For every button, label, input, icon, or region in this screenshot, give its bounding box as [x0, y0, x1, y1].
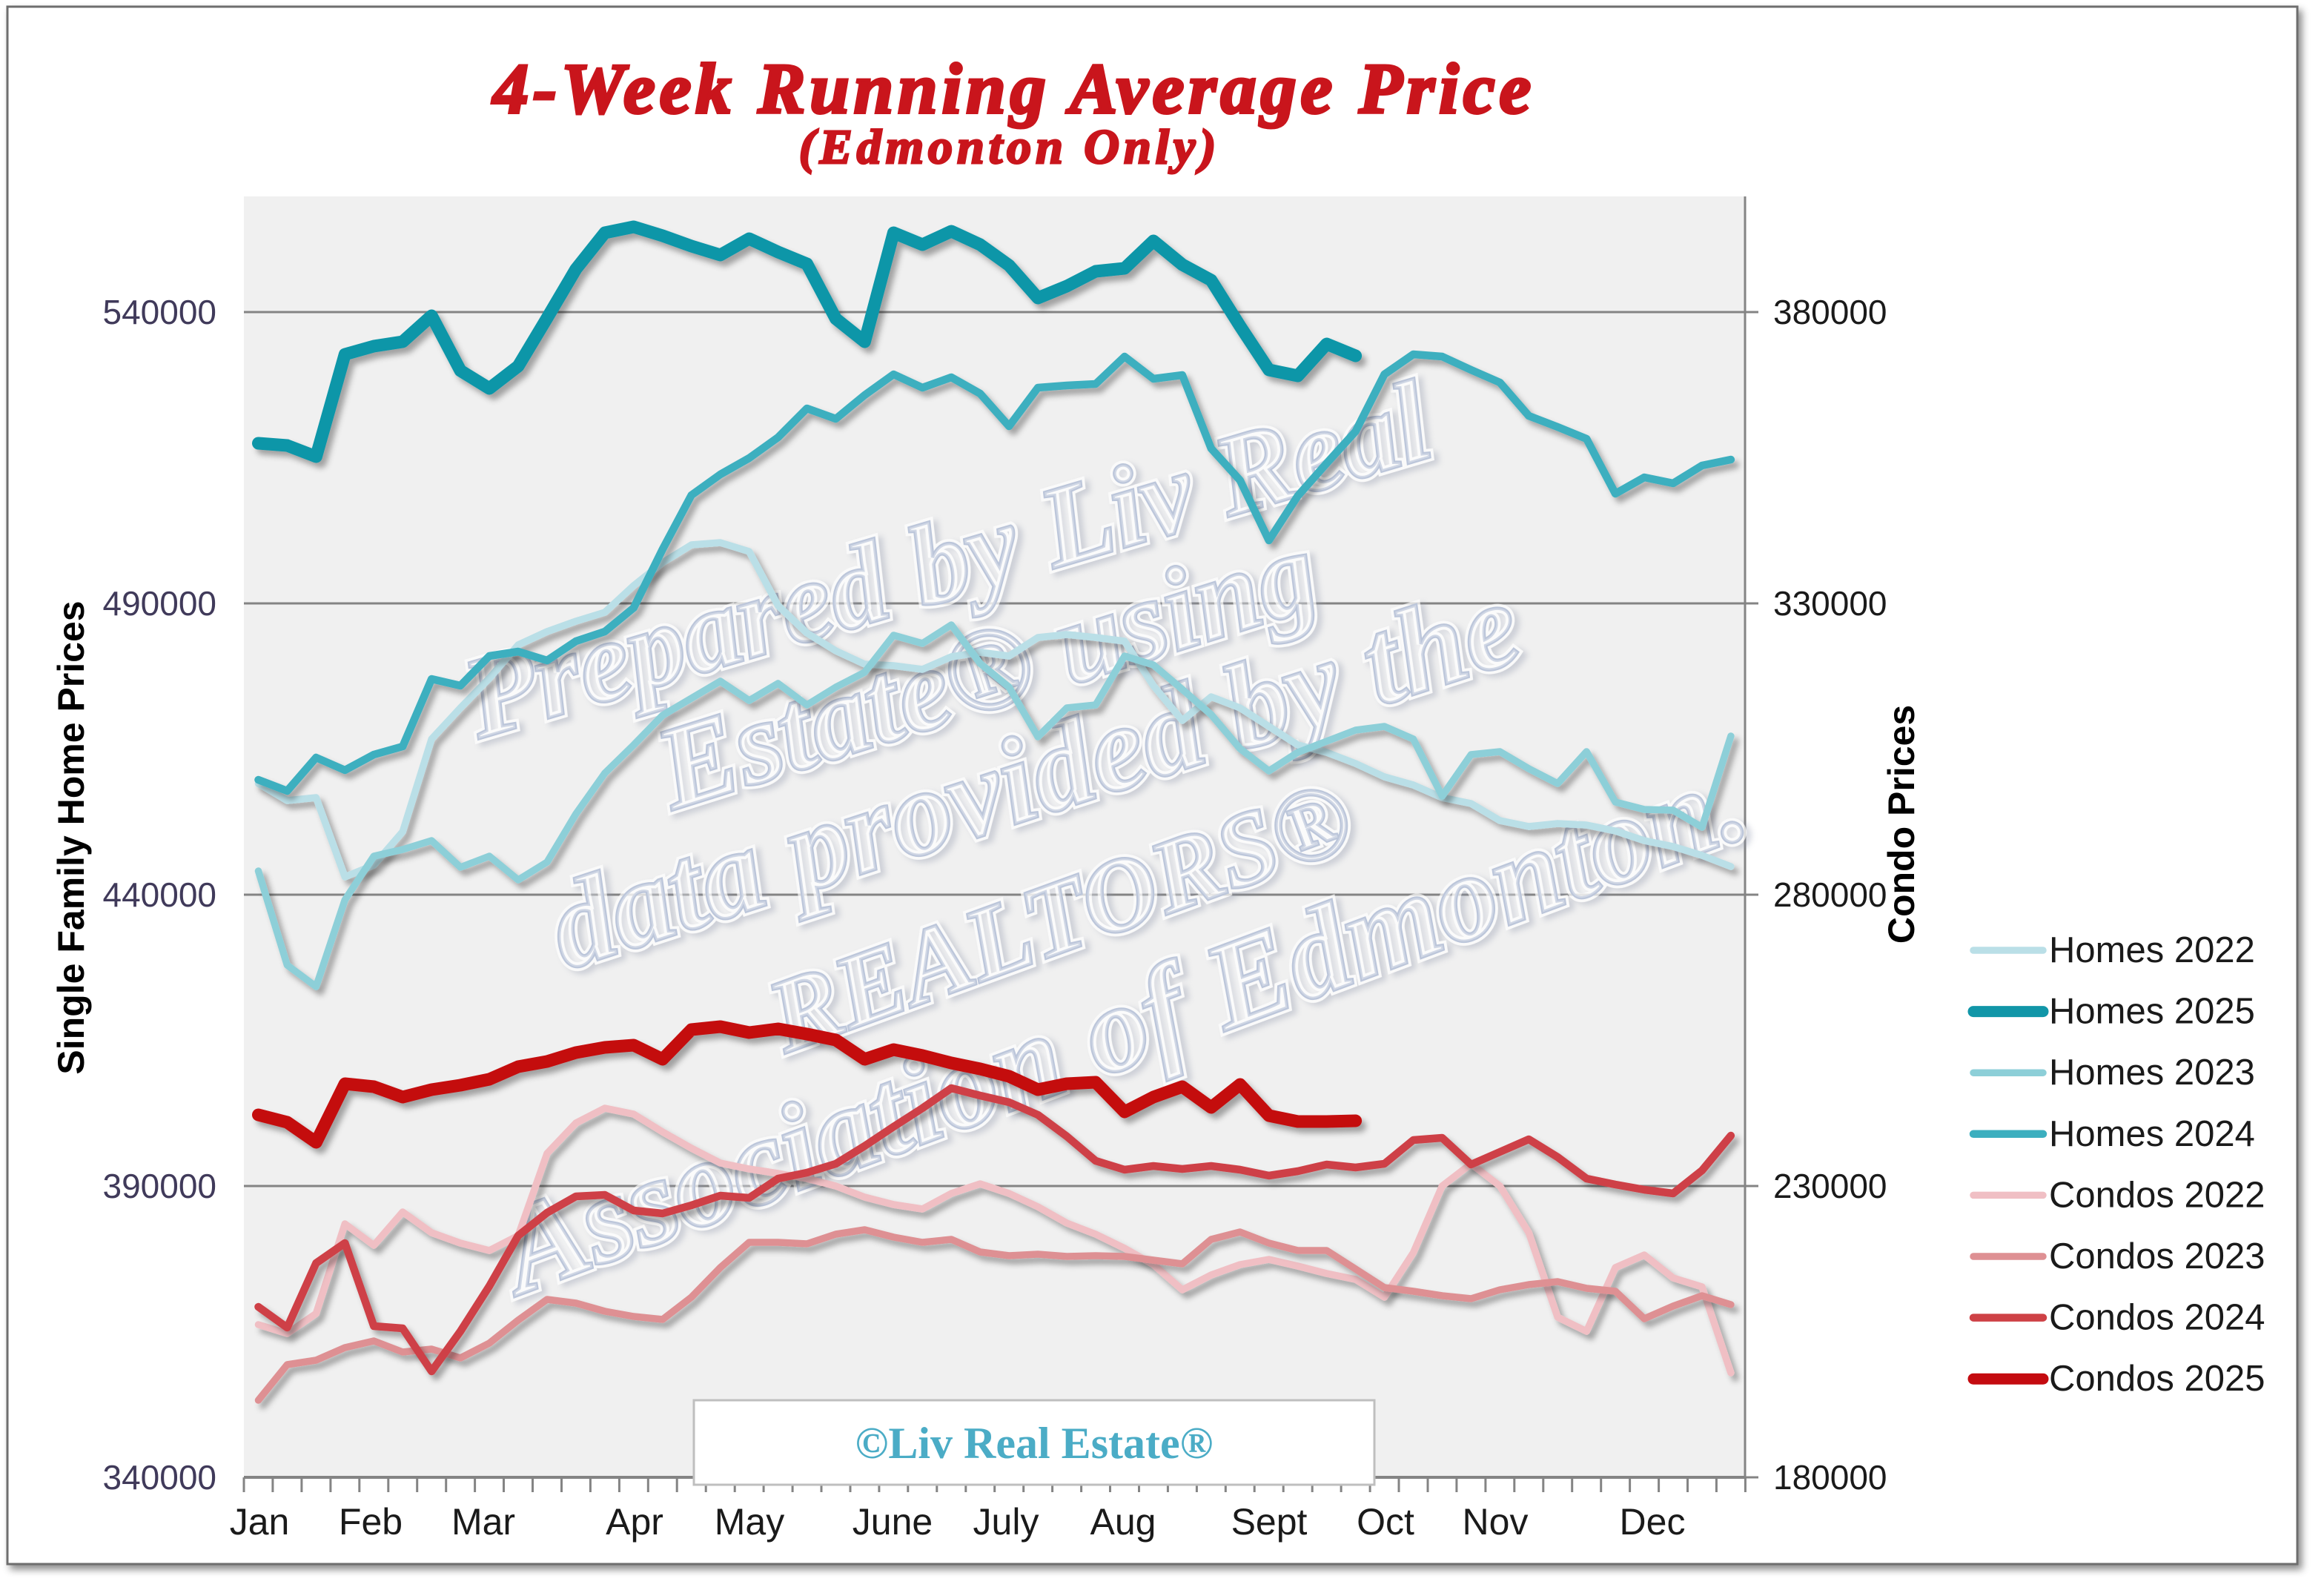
- svg-text:Apr: Apr: [606, 1501, 663, 1543]
- svg-text:390000: 390000: [103, 1167, 217, 1205]
- svg-text:©Liv Real Estate®: ©Liv Real Estate®: [855, 1419, 1214, 1468]
- svg-text:Condos 2022: Condos 2022: [2049, 1175, 2265, 1215]
- svg-text:Nov: Nov: [1463, 1501, 1529, 1543]
- svg-text:340000: 340000: [103, 1458, 217, 1497]
- svg-text:180000: 180000: [1773, 1458, 1887, 1497]
- svg-text:Condo Prices: Condo Prices: [1881, 705, 1922, 944]
- svg-text:Aug: Aug: [1090, 1501, 1156, 1543]
- svg-text:Homes 2024: Homes 2024: [2049, 1114, 2255, 1154]
- svg-text:Jan: Jan: [230, 1501, 290, 1543]
- svg-text:July: July: [973, 1501, 1039, 1543]
- svg-text:Feb: Feb: [339, 1501, 403, 1543]
- svg-text:(Edmonton Only): (Edmonton Only): [799, 120, 1221, 174]
- svg-text:Condos 2024: Condos 2024: [2049, 1298, 2265, 1338]
- svg-text:440000: 440000: [103, 875, 217, 914]
- svg-text:280000: 280000: [1773, 875, 1887, 914]
- svg-text:540000: 540000: [103, 293, 217, 331]
- svg-text:Condos 2025: Condos 2025: [2049, 1359, 2265, 1399]
- svg-text:Homes 2022: Homes 2022: [2049, 930, 2255, 970]
- svg-text:380000: 380000: [1773, 293, 1887, 331]
- svg-text:4-Week Running Average Price: 4-Week Running Average Price: [491, 49, 1535, 128]
- svg-text:Sept: Sept: [1231, 1501, 1308, 1543]
- svg-text:Single Family Home Prices: Single Family Home Prices: [50, 600, 92, 1074]
- svg-text:490000: 490000: [103, 584, 217, 623]
- svg-text:Dec: Dec: [1620, 1501, 1686, 1543]
- svg-text:330000: 330000: [1773, 584, 1887, 623]
- svg-text:230000: 230000: [1773, 1167, 1887, 1205]
- svg-text:Homes 2023: Homes 2023: [2049, 1053, 2255, 1093]
- svg-text:Mar: Mar: [451, 1501, 515, 1543]
- svg-text:Condos 2023: Condos 2023: [2049, 1236, 2265, 1276]
- svg-text:June: June: [853, 1501, 933, 1543]
- svg-text:Oct: Oct: [1357, 1501, 1414, 1543]
- svg-text:May: May: [715, 1501, 784, 1543]
- svg-text:Homes 2025: Homes 2025: [2049, 992, 2255, 1032]
